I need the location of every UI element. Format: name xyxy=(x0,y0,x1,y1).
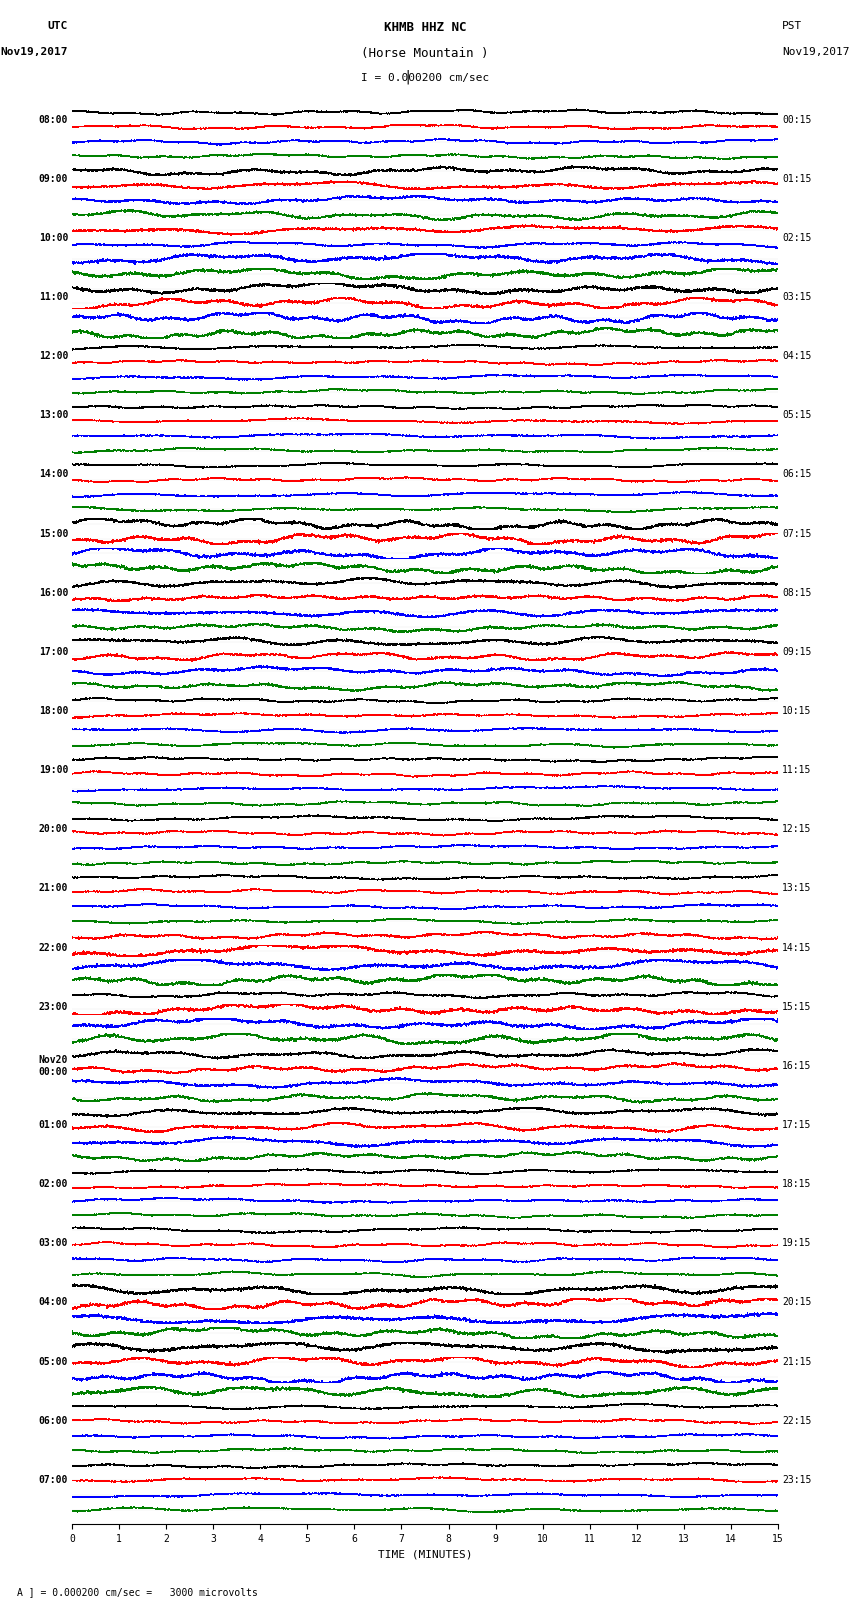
Text: PST: PST xyxy=(782,21,802,31)
Text: 17:00: 17:00 xyxy=(38,647,68,656)
Text: |: | xyxy=(404,69,412,84)
Text: 05:00: 05:00 xyxy=(38,1357,68,1366)
Text: 13:00: 13:00 xyxy=(38,410,68,421)
Text: 17:15: 17:15 xyxy=(782,1119,812,1131)
Text: 11:15: 11:15 xyxy=(782,765,812,776)
Text: 03:15: 03:15 xyxy=(782,292,812,302)
Text: (Horse Mountain ): (Horse Mountain ) xyxy=(361,47,489,60)
Text: 09:15: 09:15 xyxy=(782,647,812,656)
Text: 03:00: 03:00 xyxy=(38,1239,68,1248)
Text: 09:00: 09:00 xyxy=(38,174,68,184)
Text: Nov19,2017: Nov19,2017 xyxy=(782,47,849,56)
Text: 16:15: 16:15 xyxy=(782,1061,812,1071)
Text: 02:00: 02:00 xyxy=(38,1179,68,1189)
Text: 12:15: 12:15 xyxy=(782,824,812,834)
Text: 08:00: 08:00 xyxy=(38,115,68,124)
Text: 13:15: 13:15 xyxy=(782,884,812,894)
Text: I = 0.000200 cm/sec: I = 0.000200 cm/sec xyxy=(361,73,489,82)
Text: 23:00: 23:00 xyxy=(38,1002,68,1011)
Text: 08:15: 08:15 xyxy=(782,587,812,598)
Text: Nov20
00:00: Nov20 00:00 xyxy=(38,1055,68,1077)
Text: 06:00: 06:00 xyxy=(38,1416,68,1426)
Text: 20:00: 20:00 xyxy=(38,824,68,834)
Text: 15:15: 15:15 xyxy=(782,1002,812,1011)
Text: 12:00: 12:00 xyxy=(38,352,68,361)
Text: 01:00: 01:00 xyxy=(38,1119,68,1131)
Text: 20:15: 20:15 xyxy=(782,1297,812,1308)
Text: Nov19,2017: Nov19,2017 xyxy=(1,47,68,56)
Text: 18:00: 18:00 xyxy=(38,706,68,716)
Text: KHMB HHZ NC: KHMB HHZ NC xyxy=(383,21,467,34)
Text: 18:15: 18:15 xyxy=(782,1179,812,1189)
Text: 23:15: 23:15 xyxy=(782,1474,812,1486)
Text: 11:00: 11:00 xyxy=(38,292,68,302)
Text: 14:15: 14:15 xyxy=(782,942,812,953)
X-axis label: TIME (MINUTES): TIME (MINUTES) xyxy=(377,1550,473,1560)
Text: UTC: UTC xyxy=(48,21,68,31)
Text: 14:00: 14:00 xyxy=(38,469,68,479)
Text: 02:15: 02:15 xyxy=(782,232,812,244)
Text: 22:00: 22:00 xyxy=(38,942,68,953)
Text: 07:00: 07:00 xyxy=(38,1474,68,1486)
Text: 15:00: 15:00 xyxy=(38,529,68,539)
Text: 00:15: 00:15 xyxy=(782,115,812,124)
Text: 06:15: 06:15 xyxy=(782,469,812,479)
Text: 04:15: 04:15 xyxy=(782,352,812,361)
Text: 19:15: 19:15 xyxy=(782,1239,812,1248)
Text: 10:15: 10:15 xyxy=(782,706,812,716)
Text: 10:00: 10:00 xyxy=(38,232,68,244)
Text: 21:00: 21:00 xyxy=(38,884,68,894)
Text: 21:15: 21:15 xyxy=(782,1357,812,1366)
Text: 04:00: 04:00 xyxy=(38,1297,68,1308)
Text: 19:00: 19:00 xyxy=(38,765,68,776)
Text: A ] = 0.000200 cm/sec =   3000 microvolts: A ] = 0.000200 cm/sec = 3000 microvolts xyxy=(17,1587,258,1597)
Text: 07:15: 07:15 xyxy=(782,529,812,539)
Text: 05:15: 05:15 xyxy=(782,410,812,421)
Text: 22:15: 22:15 xyxy=(782,1416,812,1426)
Text: 16:00: 16:00 xyxy=(38,587,68,598)
Text: 01:15: 01:15 xyxy=(782,174,812,184)
